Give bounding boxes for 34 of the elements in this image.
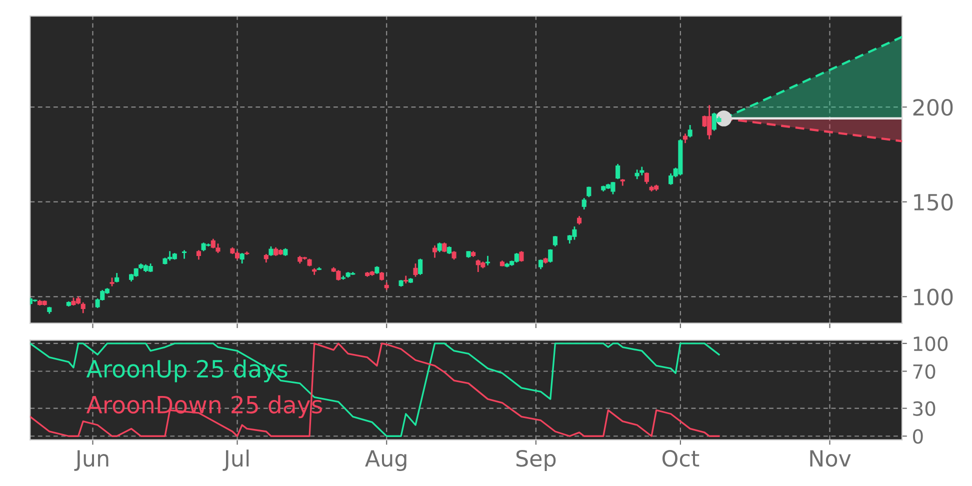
- candlestick: [80, 302, 86, 314]
- line-series: [30, 342, 720, 437]
- candlestick: [644, 172, 649, 185]
- candlestick: [519, 250, 524, 262]
- candlestick: [432, 244, 438, 258]
- x-tick-label: Jul: [222, 450, 249, 471]
- candlestick: [114, 272, 120, 284]
- candlestick: [418, 258, 423, 276]
- y-tick-label: 150: [914, 194, 953, 211]
- candlestick: [240, 252, 244, 264]
- candlestick: [586, 186, 592, 198]
- candlestick: [682, 132, 688, 144]
- x-tick-label: Aug: [365, 450, 406, 472]
- candlestick: [268, 246, 274, 257]
- y-tick-label: 0: [913, 429, 923, 444]
- y-tick-label: 100: [914, 336, 948, 352]
- candlestick: [437, 242, 442, 253]
- y-tick-label: 30: [913, 401, 936, 416]
- candlestick: [413, 262, 418, 278]
- x-tick-label: Sep: [516, 450, 556, 472]
- x-tick-label: Oct: [662, 450, 700, 467]
- y-tick-label: 70: [913, 364, 936, 379]
- y-tick-label: 100: [914, 288, 953, 306]
- candlestick: [216, 242, 220, 254]
- candlestick: [196, 250, 202, 260]
- candlestick: [548, 248, 553, 264]
- y-tick-label: 200: [913, 98, 953, 116]
- x-tick-label: Jun: [74, 450, 108, 471]
- candlestick: [688, 124, 692, 138]
- candlestick: [582, 197, 586, 210]
- x-tick-label: Nov: [810, 450, 851, 467]
- candlestick: [442, 242, 447, 253]
- candlestick: [616, 163, 620, 180]
- candlestick: [538, 258, 544, 270]
